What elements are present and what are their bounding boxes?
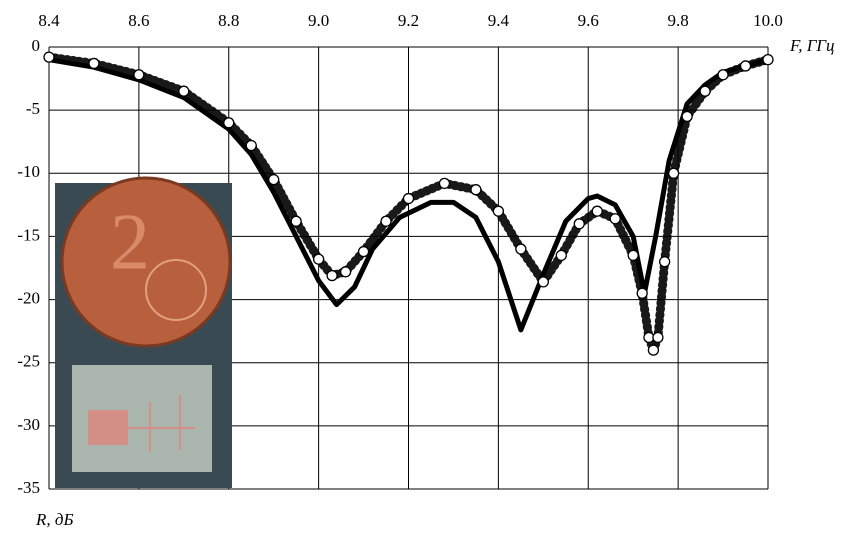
marker [290, 215, 302, 227]
marker [636, 287, 648, 299]
marker [699, 85, 711, 97]
marker [438, 177, 451, 190]
y-tick-label: -15 [17, 225, 40, 244]
x-tick-label: 9.6 [578, 11, 599, 30]
marker [739, 60, 752, 72]
marker [652, 331, 664, 344]
marker [178, 85, 190, 97]
x-tick-label: 9.8 [668, 11, 689, 30]
marker [492, 205, 505, 217]
y-tick-label: -35 [17, 478, 40, 497]
marker [133, 69, 145, 81]
marker [357, 245, 370, 258]
patch [88, 410, 128, 445]
marker [681, 110, 693, 123]
marker [402, 192, 415, 205]
x-tick-label: 8.8 [218, 11, 239, 30]
marker [339, 266, 352, 278]
coin-digit: 2 [110, 198, 150, 286]
marker [573, 218, 585, 230]
x-tick-label: 9.2 [398, 11, 419, 30]
marker [326, 269, 338, 282]
y-axis-label: R, дБ [35, 510, 74, 529]
x-tick-label: 10.0 [753, 11, 783, 30]
y-tick-label: 0 [32, 36, 41, 55]
x-tick-label: 9.0 [308, 11, 329, 30]
x-tick-label: 8.4 [38, 11, 60, 30]
marker [591, 205, 603, 217]
marker [43, 51, 55, 63]
marker [762, 53, 774, 66]
marker [667, 167, 680, 179]
marker [380, 215, 392, 227]
x-tick-label: 9.4 [488, 11, 510, 30]
y-tick-label: -30 [17, 415, 40, 434]
marker [555, 249, 567, 262]
marker [268, 173, 280, 186]
marker [88, 57, 100, 70]
y-tick-label: -25 [17, 352, 40, 371]
marker [627, 249, 639, 262]
marker [658, 256, 671, 268]
marker [245, 139, 257, 152]
y-tick-label: -20 [17, 288, 40, 307]
marker [470, 184, 482, 196]
y-tick-label: -10 [17, 162, 40, 181]
marker [609, 213, 621, 225]
x-tick-label: 8.6 [128, 11, 149, 30]
x-axis-label: F, ГГц [789, 36, 835, 55]
marker [223, 117, 235, 129]
y-tick-label: -5 [26, 99, 40, 118]
coin-globe [145, 259, 207, 321]
inset-photo: 2 [55, 176, 232, 488]
marker [647, 344, 660, 356]
marker [717, 69, 729, 81]
marker [515, 243, 527, 255]
coin [60, 176, 232, 348]
marker [312, 253, 325, 265]
marker [537, 276, 549, 288]
series-line [48, 57, 769, 333]
